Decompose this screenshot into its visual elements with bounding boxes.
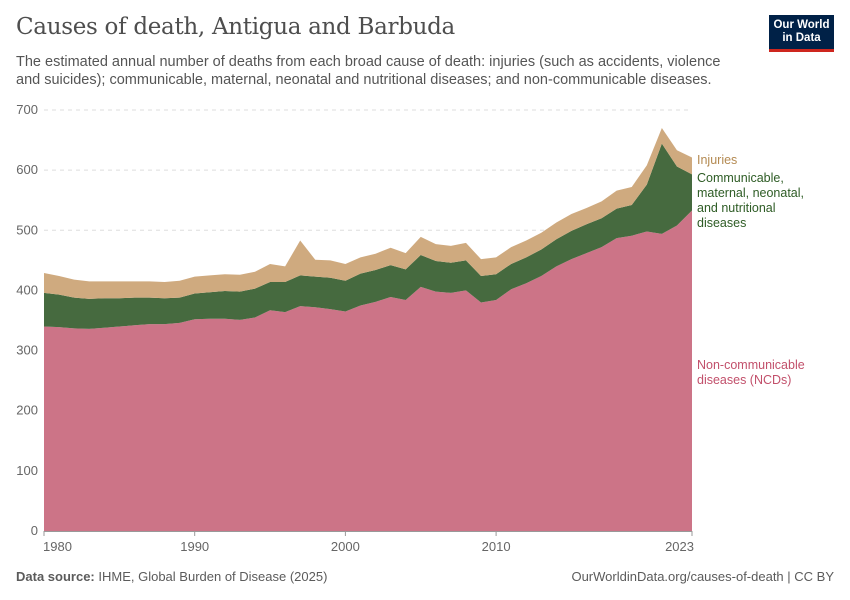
x-tick-label-2010: 2010 [482,539,511,554]
series-label-communicable-line-1: Communicable, [697,171,784,185]
data-source-text: IHME, Global Burden of Disease (2025) [98,569,328,584]
series-label-communicable-line-3: and nutritional [697,201,776,215]
logo-line-1: Our World [773,19,830,31]
data-source: Data source: IHME, Global Burden of Dise… [16,569,327,584]
series-label-ncd-line-2: diseases (NCDs) [697,373,791,387]
x-tick-label-2023: 2023 [665,539,694,554]
area-series [44,128,692,531]
source-url[interactable]: OurWorldinData.org/causes-of-death | CC … [571,569,834,584]
series-label-communicable: Communicable,maternal, neonatal,and nutr… [697,171,804,230]
axes: 0 100 200 300 400 500 600 700 1980 1990 2000 2010 20… [16,102,694,554]
y-tick-label-100: 100 [16,463,38,478]
y-tick-label-200: 200 [16,403,38,418]
series-label-communicable-line-2: maternal, neonatal, [697,186,804,200]
y-tick-label-400: 400 [16,282,38,297]
y-tick-label-600: 600 [16,162,38,177]
area-injuries[interactable] [44,128,692,299]
area-ncd[interactable] [44,210,692,531]
area-communicable[interactable] [44,143,692,329]
x-tick-label-1980: 1980 [43,539,72,554]
series-label-communicable-line-4: diseases [697,216,746,230]
owid-logo[interactable]: Our World in Data [769,15,834,52]
series-label-injuries-line-1: Injuries [697,153,737,167]
series-label-injuries: Injuries [697,153,737,167]
x-tick-label-1990: 1990 [180,539,209,554]
y-tick-label-300: 300 [16,343,38,358]
x-tick-label-2000: 2000 [331,539,360,554]
data-source-label: Data source: [16,569,95,584]
logo-line-2: in Data [782,32,821,44]
y-tick-label-700: 700 [16,102,38,117]
y-tick-label-0: 0 [31,523,38,538]
chart-title: Causes of death, Antigua and Barbuda [16,14,455,40]
series-label-ncd-line-1: Non-communicable [697,358,805,372]
y-tick-label-500: 500 [16,222,38,237]
chart-subtitle: The estimated annual number of deaths fr… [16,54,721,88]
